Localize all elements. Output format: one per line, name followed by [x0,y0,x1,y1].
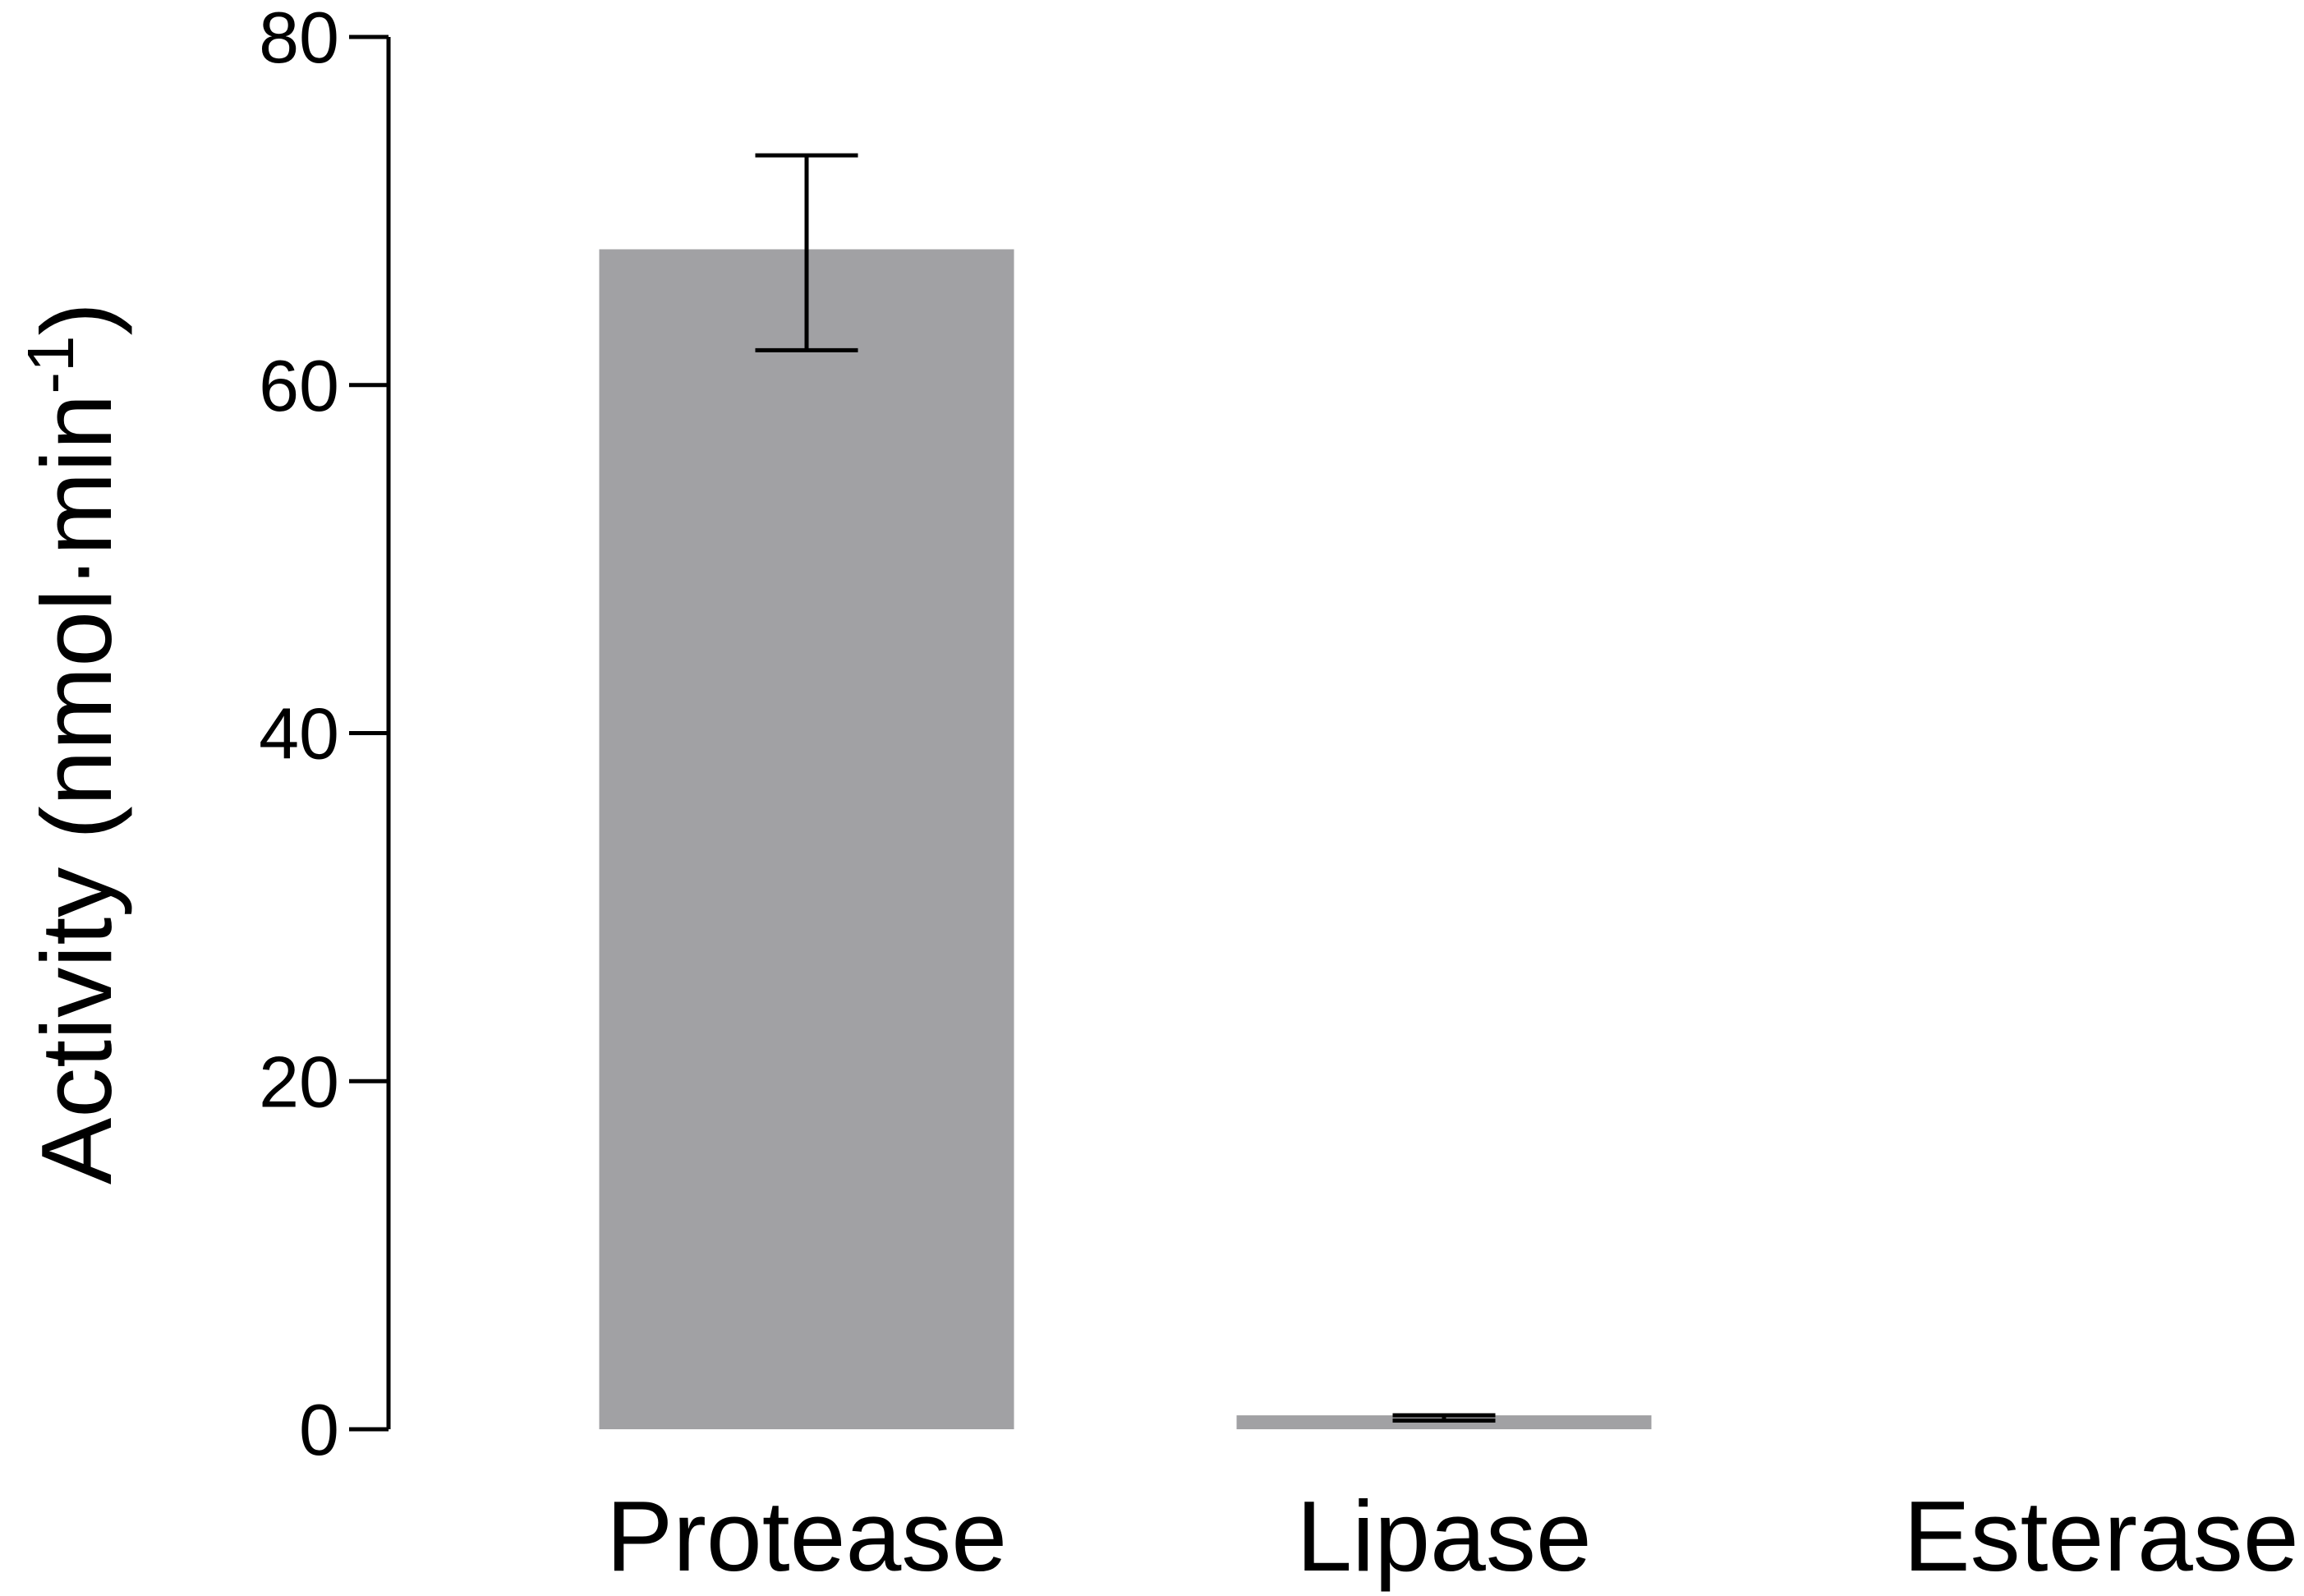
x-tick-labels: Protease Lipase Esterase [606,1480,2299,1592]
error-bars-layer [755,153,1496,1423]
y-tick-label: 20 [259,1041,339,1122]
y-axis-title: Activity (nmol·min-1) [14,302,132,1184]
bars-layer [599,249,1652,1429]
y-tick-label: 0 [299,1389,339,1470]
y-axis-title-main: Activity (nmol·min [21,394,132,1185]
y-tick-label: 60 [259,345,339,426]
y-tick-label: 40 [259,693,339,775]
x-tick-label: Protease [606,1480,1007,1592]
y-ticks-layer: 0 20 40 60 80 [259,0,389,1470]
x-tick-label: Esterase [1903,1480,2298,1592]
y-tick-label: 80 [259,0,339,78]
y-axis-title-superscript: -1 [14,335,87,393]
bar [599,249,1014,1429]
x-tick-label: Lipase [1296,1480,1592,1592]
y-axis-title-close: ) [21,302,132,336]
